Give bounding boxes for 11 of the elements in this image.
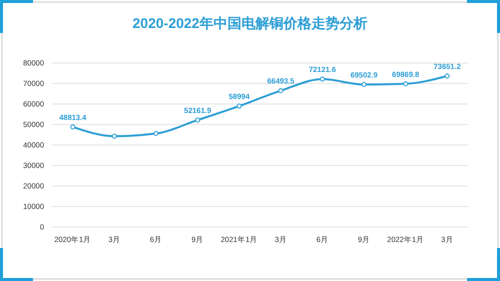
point [112, 134, 117, 139]
point [236, 104, 242, 109]
chart-title: 2020-2022年中国电解铜价格走势分析 [132, 15, 368, 31]
point [444, 74, 450, 79]
point [362, 82, 366, 88]
point [278, 88, 284, 94]
point [154, 131, 158, 136]
point [195, 118, 200, 123]
point [403, 81, 408, 86]
point [320, 76, 325, 82]
point [70, 124, 76, 130]
